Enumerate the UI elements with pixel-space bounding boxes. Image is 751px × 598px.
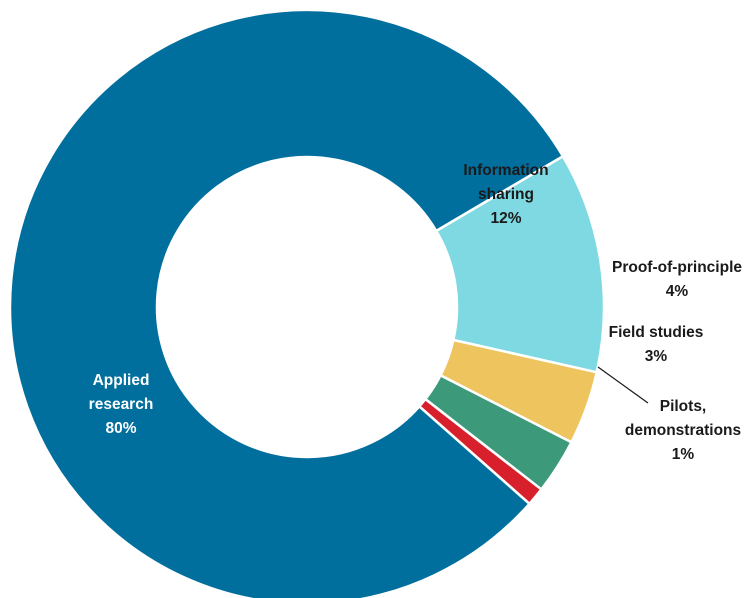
- percent-label-applied-research: 80%: [105, 420, 136, 437]
- category-label-line: Field studies: [609, 324, 704, 341]
- category-label-line: Applied: [93, 372, 150, 389]
- percent-label-information-sharing: 12%: [490, 210, 521, 227]
- label-field-studies: Field studies 3%: [609, 324, 704, 365]
- label-information-sharing: Information sharing 12%: [463, 162, 548, 227]
- category-label-line: sharing: [478, 186, 534, 203]
- label-applied-research: Applied research 80%: [89, 372, 154, 437]
- slices-layer: [8, 8, 606, 598]
- label-proof-of-principle: Proof-of-principle 4%: [612, 259, 742, 300]
- category-label-line: Pilots,: [660, 398, 707, 415]
- percent-label-pilots-demonstrations: 1%: [672, 446, 695, 463]
- percent-label-proof-of-principle: 4%: [666, 283, 689, 300]
- category-label-line: demonstrations: [625, 422, 741, 439]
- leader-layer: [597, 366, 649, 404]
- leader-line-pilots-demonstrations: [597, 366, 649, 404]
- percent-label-field-studies: 3%: [645, 348, 668, 365]
- category-label-line: Information: [463, 162, 548, 179]
- category-label-line: research: [89, 396, 154, 413]
- labels-layer: Information sharing 12% Proof-of-principle 4…: [89, 162, 743, 463]
- label-pilots-demonstrations: Pilots, demonstrations 1%: [625, 398, 741, 463]
- category-label-line: Proof-of-principle: [612, 259, 742, 276]
- slice-applied-research: [8, 8, 565, 598]
